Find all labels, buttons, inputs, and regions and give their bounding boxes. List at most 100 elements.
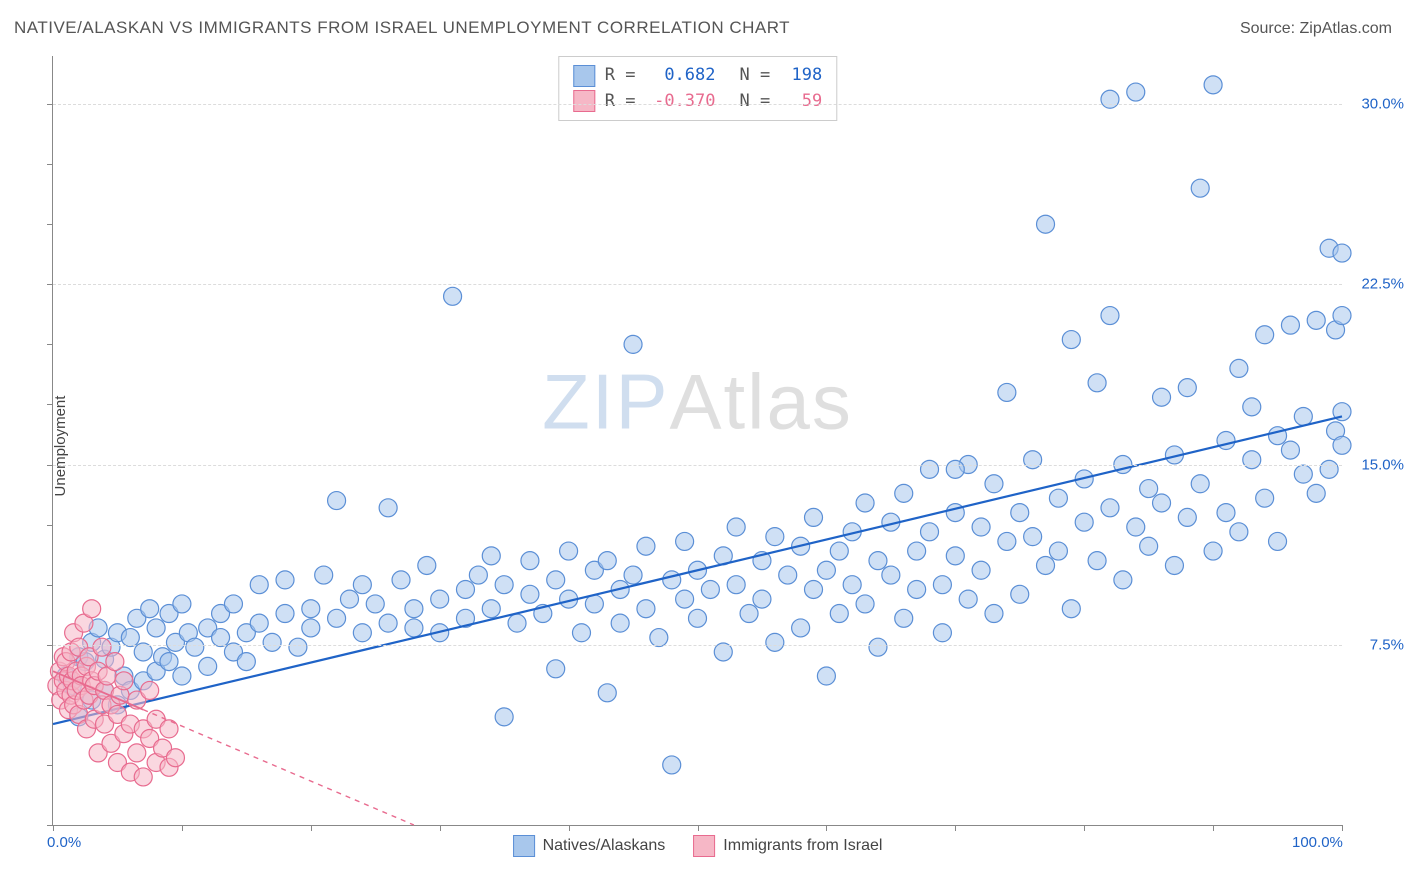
gridline-h: [53, 104, 1342, 105]
scatter-point: [676, 590, 694, 608]
n-value: 59: [780, 89, 822, 115]
scatter-point: [895, 484, 913, 502]
x-tick-label: 100.0%: [1292, 834, 1343, 851]
y-minor-tick: [47, 645, 53, 646]
scatter-point: [1101, 499, 1119, 517]
x-minor-tick: [1213, 825, 1214, 831]
scatter-point: [547, 571, 565, 589]
scatter-point: [1256, 489, 1274, 507]
x-minor-tick: [311, 825, 312, 831]
scatter-point: [585, 595, 603, 613]
scatter-point: [908, 580, 926, 598]
x-minor-tick: [440, 825, 441, 831]
scatter-point: [1269, 532, 1287, 550]
scatter-point: [1049, 489, 1067, 507]
gridline-h: [53, 645, 1342, 646]
scatter-point: [1114, 571, 1132, 589]
scatter-point: [689, 609, 707, 627]
y-minor-tick: [47, 224, 53, 225]
scatter-point: [106, 653, 124, 671]
scatter-point: [637, 600, 655, 618]
scatter-point: [379, 614, 397, 632]
legend-stats: R =0.682N =198R =-0.370N =59: [558, 56, 837, 121]
legend-swatch: [573, 65, 595, 87]
r-label: R =: [605, 89, 636, 115]
scatter-point: [508, 614, 526, 632]
scatter-point: [830, 605, 848, 623]
chart-title: NATIVE/ALASKAN VS IMMIGRANTS FROM ISRAEL…: [14, 18, 790, 38]
scatter-point: [160, 653, 178, 671]
scatter-point: [1204, 542, 1222, 560]
scatter-point: [93, 638, 111, 656]
scatter-point: [521, 585, 539, 603]
source-label: Source:: [1240, 20, 1295, 37]
y-minor-tick: [47, 585, 53, 586]
scatter-point: [186, 638, 204, 656]
scatter-point: [134, 768, 152, 786]
scatter-point: [379, 499, 397, 517]
scatter-point: [340, 590, 358, 608]
scatter-point: [366, 595, 384, 613]
y-minor-tick: [47, 164, 53, 165]
scatter-point: [1011, 585, 1029, 603]
scatter-point: [869, 552, 887, 570]
source-name: ZipAtlas.com: [1300, 20, 1392, 37]
scatter-point: [830, 542, 848, 560]
scatter-point: [766, 633, 784, 651]
legend-stat-row: R =0.682N =198: [573, 63, 822, 89]
n-value: 198: [780, 63, 822, 89]
scatter-point: [141, 600, 159, 618]
scatter-point: [959, 590, 977, 608]
scatter-point: [1178, 508, 1196, 526]
scatter-point: [173, 667, 191, 685]
scatter-point: [1037, 215, 1055, 233]
scatter-point: [817, 667, 835, 685]
x-minor-tick: [182, 825, 183, 831]
scatter-point: [199, 657, 217, 675]
y-tick-label: 15.0%: [1348, 456, 1404, 473]
scatter-point: [328, 609, 346, 627]
scatter-point: [1178, 379, 1196, 397]
scatter-point: [1294, 465, 1312, 483]
scatter-point: [1243, 451, 1261, 469]
scatter-point: [1217, 432, 1235, 450]
y-minor-tick: [47, 525, 53, 526]
legend-item: Natives/Alaskans: [513, 835, 666, 857]
scatter-point: [328, 492, 346, 510]
scatter-point: [676, 532, 694, 550]
gridline-h: [53, 465, 1342, 466]
scatter-point: [418, 556, 436, 574]
x-minor-tick: [569, 825, 570, 831]
scatter-point: [805, 580, 823, 598]
scatter-point: [663, 571, 681, 589]
scatter-point: [115, 672, 133, 690]
scatter-point: [1062, 600, 1080, 618]
scatter-point: [985, 605, 1003, 623]
x-minor-tick: [698, 825, 699, 831]
scatter-point: [972, 518, 990, 536]
scatter-point: [1024, 528, 1042, 546]
scatter-point: [444, 287, 462, 305]
scatter-point: [1101, 307, 1119, 325]
scatter-point: [1307, 311, 1325, 329]
scatter-point: [740, 605, 758, 623]
scatter-point: [495, 708, 513, 726]
scatter-point: [1075, 513, 1093, 531]
n-label: N =: [740, 89, 771, 115]
source: Source: ZipAtlas.com: [1240, 20, 1392, 38]
scatter-point: [1320, 460, 1338, 478]
y-tick-label: 30.0%: [1348, 96, 1404, 113]
scatter-point: [1281, 316, 1299, 334]
scatter-point: [302, 600, 320, 618]
scatter-point: [1217, 504, 1235, 522]
n-label: N =: [740, 63, 771, 89]
scatter-point: [560, 542, 578, 560]
scatter-point: [598, 684, 616, 702]
scatter-point: [921, 460, 939, 478]
scatter-point: [766, 528, 784, 546]
chart-svg: [53, 56, 1342, 825]
r-value: 0.682: [646, 63, 716, 89]
scatter-point: [521, 552, 539, 570]
y-minor-tick: [47, 465, 53, 466]
scatter-point: [1153, 494, 1171, 512]
